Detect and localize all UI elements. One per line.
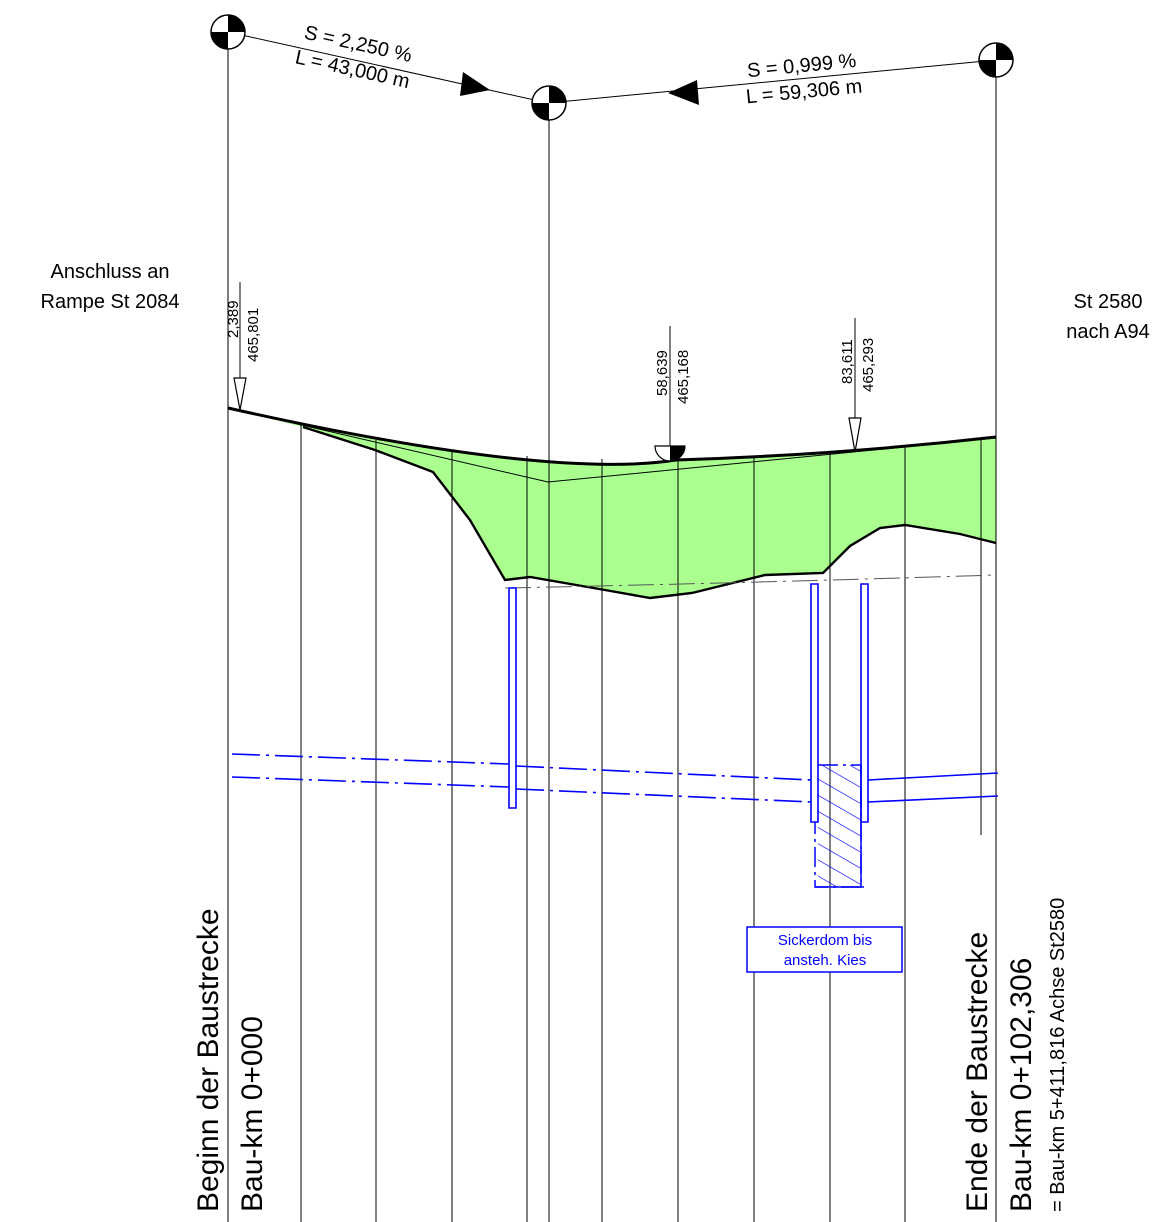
start-connection-label-1: Anschluss an: [51, 261, 170, 283]
start-label-line-1: Beginn der Baustrecke: [192, 908, 225, 1212]
station-lines: [227, 32, 997, 1222]
soakaway-note-line-2: ansteh. Kies: [784, 952, 867, 969]
soakaway: [814, 764, 864, 888]
start-connection-label-2: Rampe St 2084: [41, 291, 180, 313]
grade-arrow-left: [460, 72, 490, 96]
pvi-marker-end: [978, 42, 1014, 78]
main-pipe-upper-mid: [515, 765, 812, 781]
tangent-line: [227, 407, 997, 483]
marker-2-station: 58,639: [654, 350, 671, 396]
drainage-pipes: [231, 583, 999, 823]
outlet-pipe-lower: [867, 795, 999, 803]
right-riser-pipe-1: [810, 583, 819, 823]
marker-1-elevation: 465,801: [245, 308, 262, 362]
elevation-marker-2: 58,639 465,168: [654, 326, 692, 462]
main-pipe-lower: [231, 776, 510, 788]
end-connection-label-1: St 2580: [1074, 291, 1143, 313]
grade-arrow-right: [668, 80, 699, 105]
start-label-line-2: Bau-km 0+000: [236, 1016, 269, 1212]
main-pipe-upper: [231, 753, 510, 765]
left-riser-pipe: [508, 587, 517, 809]
soakaway-note: Sickerdom bis ansteh. Kies: [746, 926, 903, 973]
outlet-pipe-upper: [867, 772, 999, 781]
end-label-line-1: Ende der Baustrecke: [961, 932, 994, 1212]
end-connection-label-2: nach A94: [1066, 321, 1149, 343]
marker-2-elevation: 465,168: [675, 350, 692, 404]
marker-3-station: 83,611: [839, 339, 856, 384]
end-label-line-2: Bau-km 0+102,306: [1005, 958, 1038, 1212]
marker-1-station: 2,389: [225, 300, 242, 338]
marker-3-elevation: 465,293: [860, 338, 877, 392]
soakaway-note-line-1: Sickerdom bis: [778, 932, 872, 949]
elevation-marker-3: 83,611 465,293: [839, 318, 877, 453]
main-pipe-lower-mid: [515, 788, 812, 803]
right-riser-pipe-2: [860, 583, 869, 823]
pvi-marker-start: [210, 14, 246, 50]
elevation-marker-1: 2,389 465,801: [225, 282, 262, 411]
end-label-line-3: = Bau-km 5+411,816 Achse St2580: [1047, 898, 1069, 1212]
design-profile-line: [227, 406, 997, 466]
subgrade-dashdot-line: [504, 574, 997, 589]
pvi-marker-middle: [531, 85, 567, 121]
fill-area: [228, 408, 996, 598]
